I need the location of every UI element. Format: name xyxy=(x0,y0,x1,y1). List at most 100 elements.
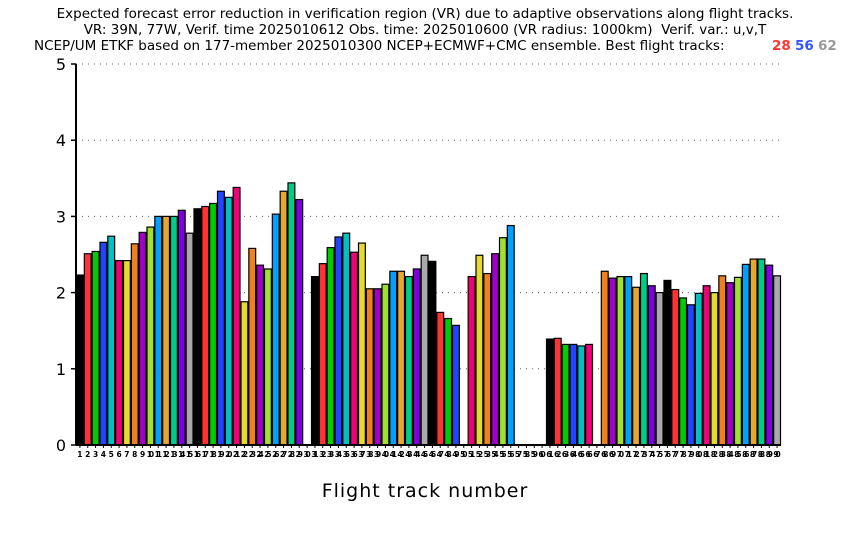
bar-track-1 xyxy=(75,274,84,446)
bar-track-5 xyxy=(107,235,116,446)
x-tick-label: 85 xyxy=(734,450,741,459)
bar-track-45 xyxy=(420,254,429,446)
bar-track-43 xyxy=(404,275,413,446)
bar-track-71 xyxy=(624,275,633,446)
bar-track-66 xyxy=(585,343,594,446)
x-tick-label: 27 xyxy=(280,450,287,459)
x-tick-label: 65 xyxy=(578,450,585,459)
bar-track-70 xyxy=(616,275,625,446)
y-tick-label: 4 xyxy=(56,131,66,150)
y-tick-label: 1 xyxy=(56,360,66,379)
x-tick-label: 76 xyxy=(664,450,671,459)
bar-track-9 xyxy=(138,231,147,446)
x-tick-label: 45 xyxy=(421,450,428,459)
x-axis-label: Flight track number xyxy=(322,480,529,502)
bar-track-90 xyxy=(773,275,782,446)
bar-track-35 xyxy=(342,232,351,446)
x-tick-label: 60 xyxy=(538,450,545,459)
y-tick-label: 0 xyxy=(56,436,66,455)
bar-track-3 xyxy=(91,250,100,446)
x-tick-label: 13 xyxy=(170,450,177,459)
x-tick-label: 37 xyxy=(358,450,365,459)
bar-track-79 xyxy=(686,304,695,446)
bar-track-83 xyxy=(718,275,727,446)
x-tick-label: 70 xyxy=(617,450,624,459)
bar-track-87 xyxy=(749,258,758,446)
x-tick-label: 34 xyxy=(335,450,342,459)
x-tick-label: 8 xyxy=(132,450,137,459)
x-tick-label: 44 xyxy=(413,450,420,459)
x-tick-label: 73 xyxy=(640,450,647,459)
bar-track-88 xyxy=(757,258,766,446)
x-tick-label: 22 xyxy=(241,450,248,459)
x-tick-label: 32 xyxy=(319,450,326,459)
bar-track-78 xyxy=(679,297,688,446)
bar-track-40 xyxy=(381,283,390,446)
bar-track-26 xyxy=(271,213,280,446)
bar-track-20 xyxy=(224,196,233,446)
x-tick-label: 19 xyxy=(217,450,224,459)
bar-track-38 xyxy=(365,288,374,446)
x-tick-label: 58 xyxy=(523,450,530,459)
x-tick-label: 54 xyxy=(491,450,498,459)
x-tick-label: 46 xyxy=(429,450,436,459)
x-tick-label: 28 xyxy=(288,450,295,459)
bar-track-51 xyxy=(467,275,476,446)
x-tick-label: 42 xyxy=(397,450,404,459)
chart-title-line-1: Expected forecast error reduction in ver… xyxy=(56,6,794,22)
x-tick-label: 71 xyxy=(625,450,632,459)
bar-track-81 xyxy=(702,285,711,446)
x-tick-label: 39 xyxy=(374,450,381,459)
x-tick-label: 29 xyxy=(296,450,303,459)
bar-track-34 xyxy=(334,236,343,446)
bar-track-49 xyxy=(451,324,460,446)
bar-track-82 xyxy=(710,292,719,446)
x-tick-label: 78 xyxy=(679,450,686,459)
x-tick-label: 62 xyxy=(554,450,561,459)
bar-track-12 xyxy=(162,215,171,446)
x-tick-label: 63 xyxy=(562,450,569,459)
x-tick-label: 67 xyxy=(593,450,600,459)
x-tick-label: 12 xyxy=(162,450,169,459)
x-tick-label: 10 xyxy=(147,450,154,459)
x-tick-label: 64 xyxy=(570,450,577,459)
x-tick-label: 35 xyxy=(343,450,350,459)
x-tick-label: 86 xyxy=(742,450,749,459)
x-tick-label: 2 xyxy=(85,450,90,459)
bar-track-25 xyxy=(263,268,272,446)
bar-track-86 xyxy=(741,263,750,446)
x-tick-label: 59 xyxy=(531,450,538,459)
bar-track-33 xyxy=(326,247,335,446)
bar-track-15 xyxy=(185,232,194,446)
bar-track-61 xyxy=(545,338,554,446)
bar-track-14 xyxy=(177,209,186,446)
bar-track-22 xyxy=(240,301,249,446)
x-tick-label: 49 xyxy=(452,450,459,459)
y-tick-label: 5 xyxy=(56,55,66,74)
x-tick-label: 55 xyxy=(499,450,506,459)
x-tick-label: 23 xyxy=(249,450,256,459)
bar-track-13 xyxy=(169,215,178,446)
bar-track-11 xyxy=(154,215,163,446)
bar-track-41 xyxy=(389,270,398,446)
bar-track-23 xyxy=(248,247,257,446)
x-tick-label: 77 xyxy=(672,450,679,459)
x-tick-label: 53 xyxy=(484,450,491,459)
bar-track-56 xyxy=(506,224,515,446)
bar-track-64 xyxy=(569,343,578,446)
x-tick-label: 30 xyxy=(303,450,310,459)
bar-track-37 xyxy=(357,242,366,446)
bar-track-65 xyxy=(577,345,586,446)
x-tick-label: 7 xyxy=(124,450,129,459)
x-tick-label: 72 xyxy=(632,450,639,459)
bar-track-46 xyxy=(428,260,437,446)
x-tick-label: 75 xyxy=(656,450,663,459)
x-tick-label: 26 xyxy=(272,450,279,459)
bar-track-2 xyxy=(83,253,92,446)
bar-track-10 xyxy=(146,226,155,446)
x-tick-label: 83 xyxy=(719,450,726,459)
bar-track-74 xyxy=(647,285,656,446)
bar-track-75 xyxy=(655,292,664,446)
bar-track-72 xyxy=(632,286,641,446)
